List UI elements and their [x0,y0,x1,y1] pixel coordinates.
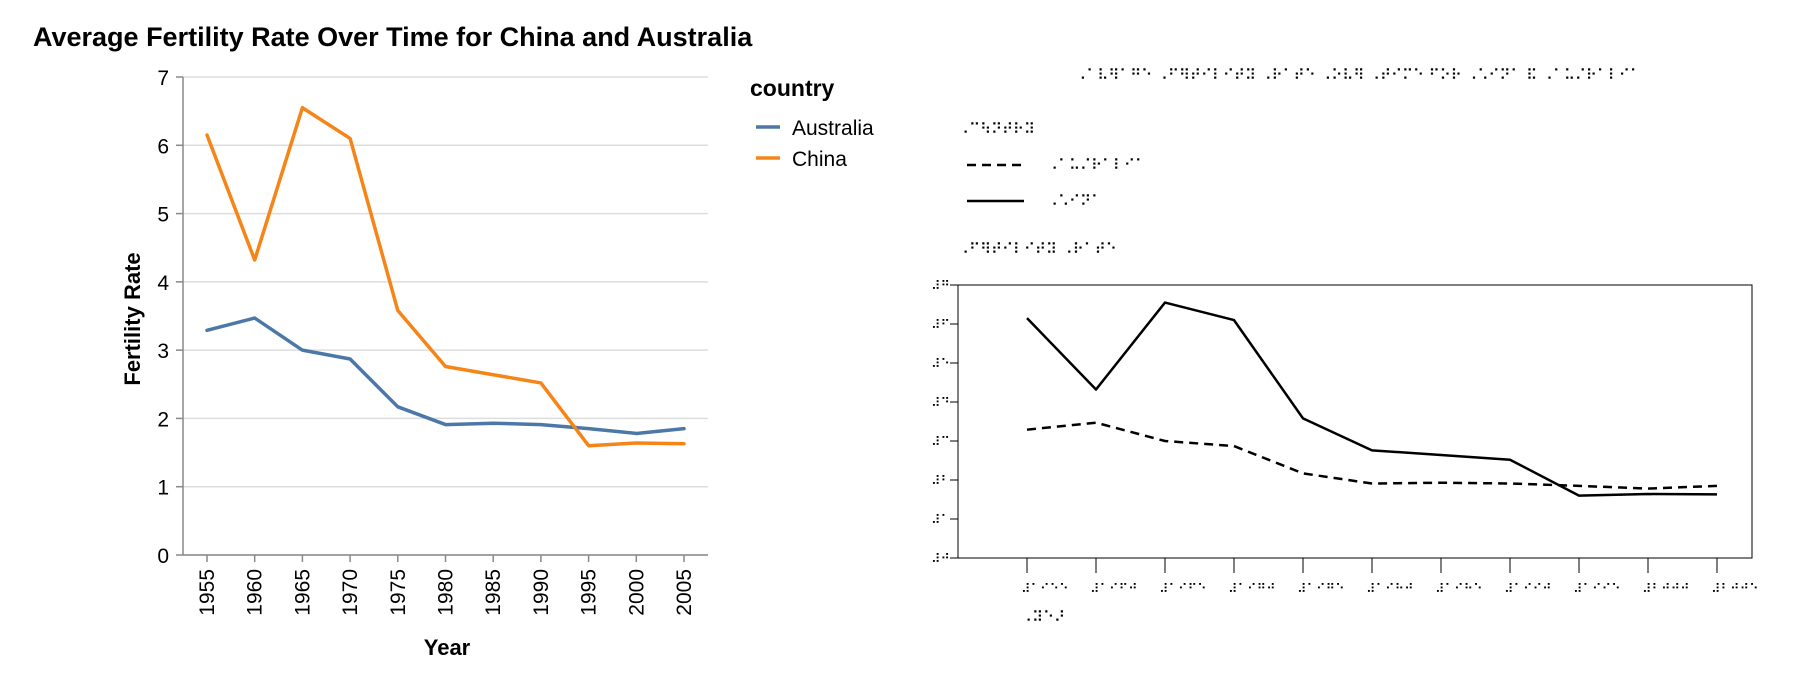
braille-y-tick-label: ⠼⠚ [931,552,950,567]
legend-label: Australia [792,117,874,140]
legend-title: country [750,75,835,101]
x-axis-label: Year [424,635,471,660]
braille-x-tick-label: ⠼⠁⠊⠓⠚ [1366,582,1414,597]
y-tick-label: 7 [157,67,169,90]
braille-y-tick-label: ⠼⠑ [931,357,950,372]
chart-title: Average Fertility Rate Over Time for Chi… [33,22,753,52]
x-tick-label: 1985 [482,569,505,616]
braille-x-tick-label: ⠼⠁⠊⠛⠚ [1228,582,1276,597]
braille-series-line-2 [1026,301,1718,497]
x-tick-label: 1980 [435,569,458,616]
braille-x-tick-label: ⠼⠁⠊⠑⠑ [1021,582,1069,597]
braille-x-tick-label: ⠼⠁⠊⠛⠑ [1297,582,1345,597]
braille-x-tick-label: ⠼⠃⠚⠚⠚ [1642,582,1690,597]
braille-legend-label: ⠠⠡⠊⠝⠁ [1047,192,1102,210]
x-tick-label: 1990 [530,569,553,616]
braille-y-axis-label: ⠠⠋⠻⠞⠊⠇⠊⠞⠽ ⠠⠗⠁⠞⠑ [958,240,1117,258]
gridlines [183,76,708,556]
y-axis-ticks: 0 1 2 3 4 5 6 7 [157,67,183,568]
x-tick-label: 1965 [291,569,314,616]
braille-series-lines [1026,301,1718,497]
series-line-australia [205,316,686,436]
braille-series-line-1 [1026,421,1718,490]
x-tick-label: 1960 [244,569,267,616]
braille-y-axis-ticks: ⠼⠚ ⠼⠁ ⠼⠃ ⠼⠉ ⠼⠙ ⠼⠑ ⠼⠋ ⠼⠛ [931,279,958,567]
x-tick-label: 2000 [625,569,648,616]
braille-chart: ⠠⠁⠧⠻⠁⠛⠑ ⠠⠋⠻⠞⠊⠇⠊⠞⠽ ⠠⠗⠁⠞⠑ ⠠⠕⠧⠻ ⠠⠞⠊⠍⠑ ⠋⠕⠗ ⠠… [931,66,1759,626]
y-tick-label: 5 [157,204,169,227]
legend-entries: Australia China [756,117,874,171]
y-tick-label: 3 [157,340,169,363]
braille-x-tick-label: ⠼⠃⠚⠚⠑ [1711,582,1759,597]
y-tick-label: 6 [157,135,169,158]
braille-y-tick-label: ⠼⠉ [931,435,950,450]
braille-y-tick-label: ⠼⠁ [931,513,950,528]
braille-x-tick-label: ⠼⠁⠊⠊⠑ [1573,582,1621,597]
legend: country Australia China [750,75,874,171]
x-tick-label: 1955 [196,569,219,616]
x-axis-ticks: 1955 1960 1965 1970 1975 1980 1985 1990 1995 2000… [196,555,696,616]
braille-y-tick-label: ⠼⠋ [931,318,950,333]
x-tick-label: 2005 [673,569,696,616]
braille-x-tick-label: ⠼⠁⠊⠋⠚ [1090,582,1138,597]
series-lines [205,105,686,448]
braille-y-tick-label: ⠼⠙ [931,396,950,411]
braille-legend-entries: ⠠⠁⠥⠌⠗⠁⠇⠊⠁ ⠠⠡⠊⠝⠁ [967,156,1146,210]
braille-plot-frame [957,284,1753,559]
braille-y-tick-label: ⠼⠛ [931,279,950,294]
braille-x-tick-label: ⠼⠁⠊⠓⠑ [1435,582,1483,597]
braille-legend-label: ⠠⠁⠥⠌⠗⠁⠇⠊⠁ [1047,156,1146,174]
braille-x-tick-label: ⠼⠁⠊⠋⠑ [1159,582,1207,597]
braille-x-axis-label: ⠠⠽⠑⠜ [1021,608,1065,626]
y-tick-label: 1 [157,477,169,500]
series-line-china [205,105,686,448]
x-tick-label: 1970 [339,569,362,616]
braille-y-tick-label: ⠼⠃ [931,474,950,489]
y-axis-label: Fertility Rate [120,252,145,385]
y-tick-label: 2 [157,408,169,431]
x-tick-label: 1975 [387,569,410,616]
braille-x-tick-label: ⠼⠁⠊⠊⠚ [1504,582,1552,597]
y-tick-label: 0 [157,545,169,568]
braille-legend-title: ⠠⠉⠳⠝⠞⠗⠽ [958,120,1035,138]
legend-label: China [792,148,847,171]
y-tick-label: 4 [157,272,169,295]
x-tick-label: 1995 [578,569,601,616]
braille-title: ⠠⠁⠧⠻⠁⠛⠑ ⠠⠋⠻⠞⠊⠇⠊⠞⠽ ⠠⠗⠁⠞⠑ ⠠⠕⠧⠻ ⠠⠞⠊⠍⠑ ⠋⠕⠗ ⠠… [1075,66,1641,84]
left-chart: Average Fertility Rate Over Time for Chi… [33,22,874,660]
braille-x-axis-ticks: ⠼⠁⠊⠑⠑ ⠼⠁⠊⠋⠚ ⠼⠁⠊⠋⠑ ⠼⠁⠊⠛⠚ ⠼⠁⠊⠛⠑ ⠼⠁⠊⠓⠚ ⠼⠁⠊⠓⠑ ⠼⠁⠊⠊⠚… [1021,558,1759,597]
